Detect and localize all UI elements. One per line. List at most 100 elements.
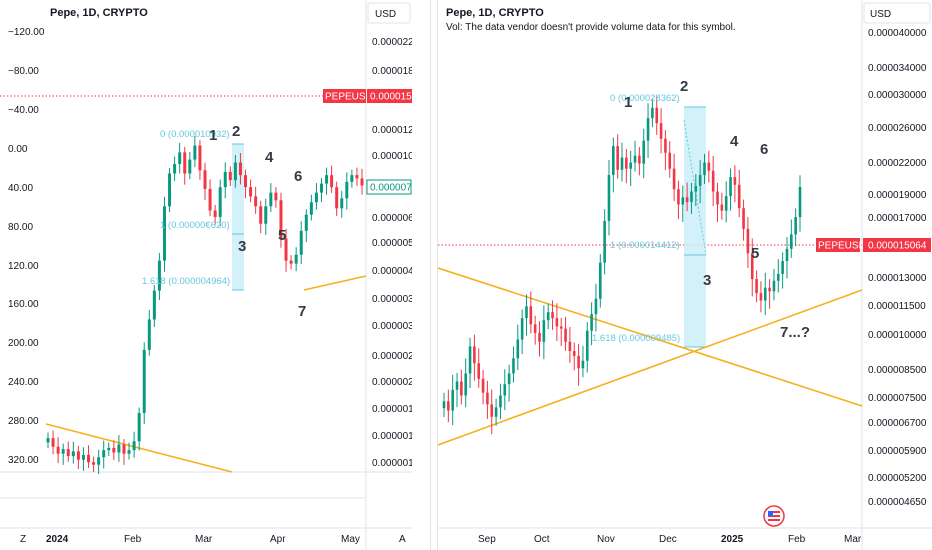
left-axis-tick: 80.00 (8, 222, 33, 233)
time-label: Mar (195, 534, 213, 545)
candle-body (477, 363, 481, 379)
left-chart-panel[interactable]: Pepe, 1D, CRYPTO −120.00 −80.00 −40.00 0… (0, 0, 412, 550)
candle-body (198, 145, 202, 171)
candle-body (503, 384, 507, 396)
price-axis-tick: 0.000002500 (372, 351, 412, 362)
candle-body (559, 326, 563, 329)
panel-divider[interactable] (430, 0, 438, 550)
candle-body (76, 451, 80, 460)
left-corner-left[interactable]: Z (20, 534, 26, 545)
candle-body (330, 175, 334, 188)
candle-body (685, 197, 689, 203)
left-axis-tick: 0.00 (8, 144, 28, 155)
right-wave-7: 7...? (780, 324, 810, 341)
left-chart-svg[interactable]: Pepe, 1D, CRYPTO −120.00 −80.00 −40.00 0… (0, 0, 412, 550)
left-price-axis-ticks: 0.000022000 0.000018000 0.000012000 0.00… (372, 37, 412, 469)
flag-icon[interactable] (763, 505, 785, 527)
price-axis-tick: 0.000012000 (372, 125, 412, 136)
candle-body (607, 174, 611, 221)
candle-body (208, 188, 212, 211)
price-axis-tick: 0.000017000 (868, 213, 927, 224)
right-currency-label: USD (870, 9, 891, 20)
candle-body (254, 196, 258, 207)
candle-body (289, 260, 293, 264)
left-axis-tick: 200.00 (8, 338, 39, 349)
candle-body (51, 438, 55, 447)
candle-body (776, 273, 780, 281)
left-fib-label-1: 1 (0.00000€620) (160, 220, 230, 231)
left-axis-tick: 40.00 (8, 183, 33, 194)
candle-body (447, 401, 450, 411)
candle-body (551, 312, 554, 319)
candle-body (690, 191, 693, 203)
candle-body (494, 407, 498, 417)
left-axis-tick: 280.00 (8, 416, 39, 427)
right-chart-panel[interactable]: Pepe, 1D, CRYPTO Vol: The data vendor do… (438, 0, 932, 550)
candle-body (612, 146, 615, 175)
candle-body (213, 210, 217, 217)
candle-body (279, 200, 283, 239)
price-axis-tick: 0.000002100 (372, 377, 412, 388)
right-currency-button[interactable] (863, 2, 931, 24)
candle-body (325, 175, 329, 184)
candle-body (525, 306, 528, 319)
right-symbol-price-tag (863, 238, 931, 252)
right-fib-label-1: 1 (0.000014412) (610, 240, 680, 251)
price-axis-tick: 0.000006700 (868, 418, 927, 429)
candle-body (572, 351, 576, 356)
right-candles (442, 95, 802, 435)
candle-body (355, 175, 359, 179)
right-wave-6: 6 (760, 141, 768, 158)
price-axis-tick: 0.000005900 (868, 446, 927, 457)
left-current-price-tag (366, 179, 412, 195)
left-currency-button[interactable] (367, 2, 411, 24)
candle-body (533, 324, 537, 333)
candle-body (729, 177, 732, 197)
left-corner-right[interactable]: A (399, 534, 406, 545)
right-vol-note: Vol: The data vendor doesn't provide vol… (446, 22, 736, 33)
price-axis-tick: 0.000003700 (372, 294, 412, 305)
candle-body (768, 287, 771, 292)
price-axis-tick: 0.000004500 (372, 266, 412, 277)
candle-body (772, 280, 776, 292)
candle-body (340, 198, 344, 209)
candle-body (486, 392, 489, 405)
candle-body (455, 381, 459, 390)
candle-body (677, 189, 680, 205)
candle-body (724, 196, 728, 211)
candle-body (711, 170, 715, 192)
candle-body (499, 395, 502, 408)
price-axis-tick: 0.000001210 (372, 458, 412, 469)
right-chart-svg[interactable]: Pepe, 1D, CRYPTO Vol: The data vendor do… (438, 0, 932, 550)
right-symbol-price-text: 0.000015064 (868, 241, 927, 252)
candle-body (642, 140, 646, 164)
candle-body (132, 441, 136, 451)
candle-body (107, 447, 111, 451)
candle-body (564, 328, 567, 342)
candle-body (603, 220, 606, 263)
right-wave-5: 5 (751, 245, 759, 262)
candle-body (223, 171, 227, 188)
candle-body (481, 378, 485, 393)
candle-body (259, 206, 263, 224)
left-current-price-text: 0.000007959 (370, 183, 412, 194)
candle-body (284, 238, 288, 261)
candle-body (516, 339, 520, 359)
left-axis-tick: 120.00 (8, 261, 39, 272)
candle-body (568, 341, 572, 352)
candle-body (117, 444, 121, 453)
candle-body (585, 330, 589, 361)
left-currency-label: USD (375, 9, 396, 20)
candle-body (720, 204, 724, 211)
left-axis-tick: 320.00 (8, 455, 39, 466)
candle-body (785, 248, 789, 262)
left-wave-5: 5 (278, 227, 286, 244)
left-wave-4: 4 (265, 149, 274, 166)
time-label: Apr (270, 534, 286, 545)
candle-body (122, 444, 126, 454)
time-label: Dec (659, 534, 677, 545)
candle-body (168, 173, 172, 207)
candle-body (638, 155, 641, 164)
candle-body (490, 404, 494, 417)
left-fib-label-1618: 1.618 (0.000004964) (142, 276, 230, 287)
